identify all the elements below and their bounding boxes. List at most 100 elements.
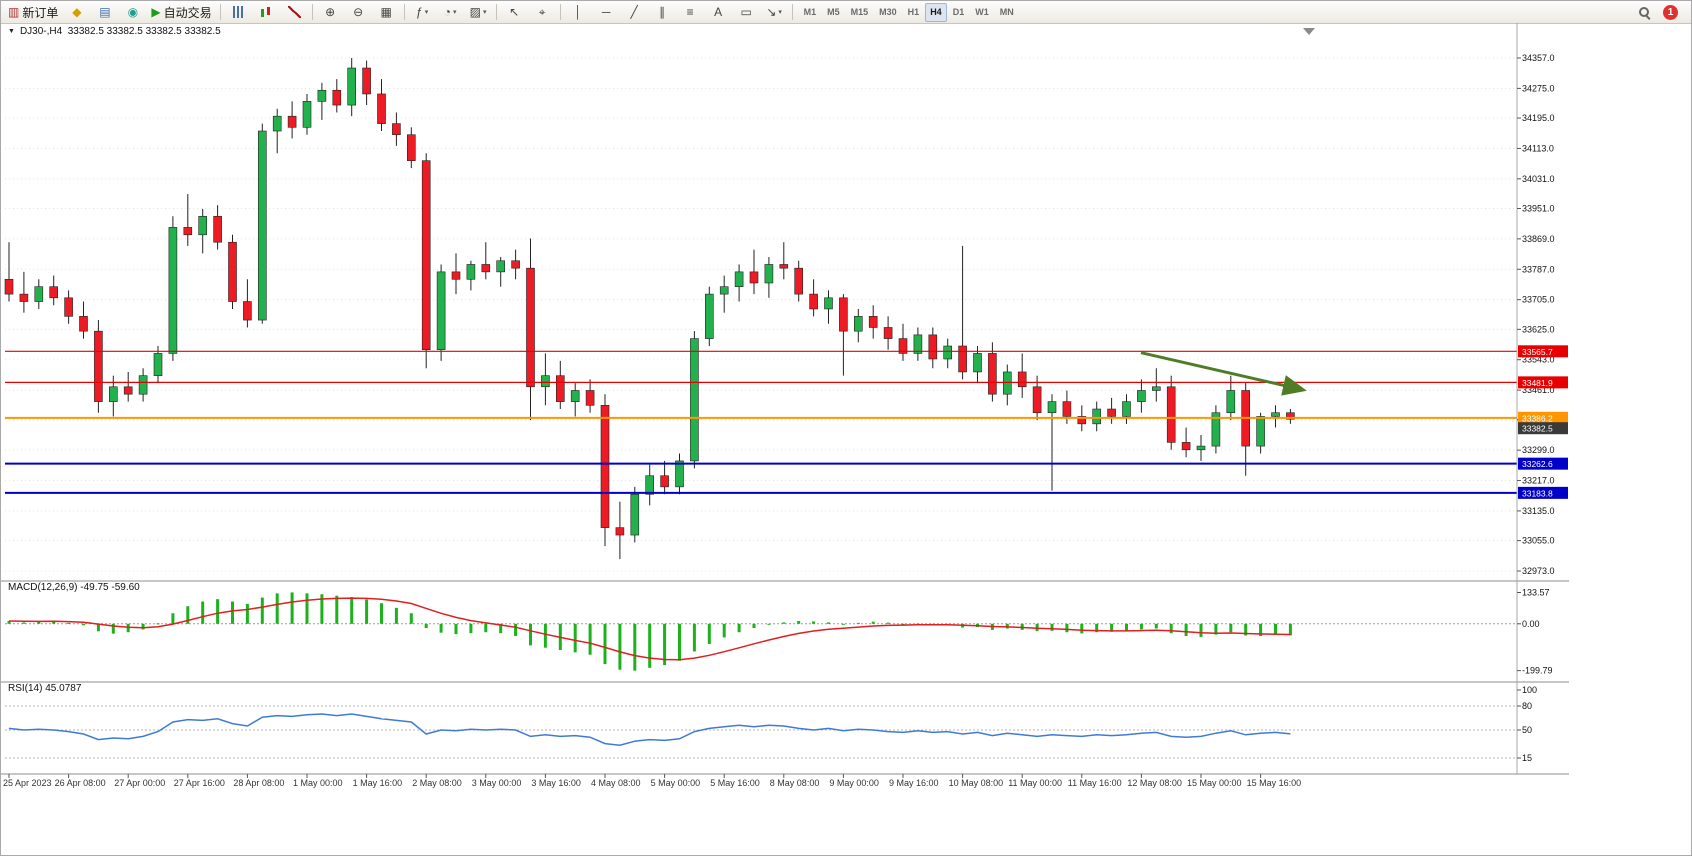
bar-chart-button[interactable] — [225, 2, 252, 23]
cursor-icon: ↖ — [509, 5, 520, 19]
svg-text:34357.0: 34357.0 — [1522, 53, 1555, 63]
arrows-button[interactable]: ↘ ▾ — [761, 2, 788, 23]
bar-chart-icon — [232, 6, 244, 18]
new-chart-button[interactable]: ◆ — [63, 2, 90, 23]
templates-button[interactable]: ▨ ▾ — [465, 2, 492, 23]
tile-windows-icon: ▦ — [380, 5, 392, 19]
tf-m30-button[interactable]: M30 — [879, 7, 897, 17]
vertical-line-button[interactable]: │ — [565, 2, 592, 23]
notification-badge[interactable]: 1 — [1663, 4, 1678, 20]
tf-m15-button[interactable]: M15 — [850, 7, 869, 17]
svg-text:15 May 16:00: 15 May 16:00 — [1247, 778, 1302, 788]
svg-text:15 May 00:00: 15 May 00:00 — [1187, 778, 1242, 788]
tf-d1-button[interactable]: D1 — [952, 7, 965, 17]
svg-text:3 May 00:00: 3 May 00:00 — [472, 778, 522, 788]
svg-text:4 May 08:00: 4 May 08:00 — [591, 778, 641, 788]
svg-text:5 May 16:00: 5 May 16:00 — [710, 778, 760, 788]
channel-button[interactable]: ∥ — [649, 2, 676, 23]
crosshair-icon: ⌖ — [538, 5, 546, 19]
shift-marker-icon — [1303, 28, 1315, 35]
tf-w1-button[interactable]: W1 — [975, 7, 989, 17]
svg-text:8 May 08:00: 8 May 08:00 — [770, 778, 820, 788]
timeframe-group: M1 M5 M15 M30 H1 H4 D1 W1 MN — [799, 2, 1019, 22]
zoom-out-button[interactable]: ⊖ — [345, 2, 372, 23]
svg-text:33183.8: 33183.8 — [1522, 488, 1553, 498]
search-button[interactable] — [1631, 2, 1658, 23]
svg-text:27 Apr 00:00: 27 Apr 00:00 — [114, 778, 165, 788]
cursor-button[interactable]: ↖ — [501, 2, 528, 23]
svg-text:34031.0: 34031.0 — [1522, 174, 1555, 184]
current-price-tag — [1518, 422, 1568, 435]
svg-text:15: 15 — [1522, 753, 1532, 763]
svg-text:-199.79: -199.79 — [1522, 666, 1553, 676]
new-order-button[interactable]: ▥ 新订单 — [4, 2, 62, 23]
new-chart-icon: ◆ — [72, 5, 82, 19]
indicators-button[interactable]: ƒ ▾ — [409, 2, 436, 23]
svg-text:34113.0: 34113.0 — [1522, 143, 1554, 153]
svg-text:33869.0: 33869.0 — [1522, 234, 1555, 244]
tf-h4-button[interactable]: H4 — [925, 2, 947, 22]
tf-mn-button[interactable]: MN — [999, 7, 1014, 17]
svg-text:33625.0: 33625.0 — [1522, 324, 1555, 334]
toolbar-separator — [495, 4, 497, 20]
periods-icon: ◔ — [443, 5, 451, 19]
svg-text:28 Apr 08:00: 28 Apr 08:00 — [233, 778, 284, 788]
dropdown-arrow-icon: ▾ — [452, 9, 457, 16]
svg-text:11 May 00:00: 11 May 00:00 — [1008, 778, 1062, 788]
svg-text:11 May 16:00: 11 May 16:00 — [1068, 778, 1122, 788]
horizontal-line-button[interactable]: ─ — [593, 2, 620, 23]
svg-text:33705.0: 33705.0 — [1522, 295, 1555, 305]
text-button[interactable]: A — [705, 2, 732, 23]
svg-text:3 May 16:00: 3 May 16:00 — [531, 778, 581, 788]
svg-text:9 May 16:00: 9 May 16:00 — [889, 778, 939, 788]
trendline-icon: ╱ — [630, 5, 638, 19]
trendline-button[interactable]: ╱ — [621, 2, 648, 23]
svg-text:26 Apr 08:00: 26 Apr 08:00 — [55, 778, 106, 788]
price-tag — [1518, 411, 1568, 424]
svg-text:33055.0: 33055.0 — [1522, 536, 1555, 546]
tf-m1-button[interactable]: M1 — [803, 7, 817, 17]
periods-button[interactable]: ◔ ▾ — [437, 2, 464, 23]
crosshair-button[interactable]: ⌖ — [529, 2, 556, 23]
data-window-icon: ◉ — [127, 5, 139, 19]
profiles-icon: ▤ — [99, 5, 111, 19]
svg-text:32973.0: 32973.0 — [1522, 566, 1555, 576]
zoom-in-button[interactable]: ⊕ — [317, 2, 344, 23]
dropdown-arrow-icon: ▾ — [778, 9, 782, 16]
svg-text:0.00: 0.00 — [1522, 619, 1540, 629]
svg-text:25 Apr 2023: 25 Apr 2023 — [3, 778, 52, 788]
fibonacci-button[interactable]: ≡ — [677, 2, 704, 23]
dropdown-arrow-icon: ▾ — [424, 9, 429, 16]
svg-text:34195.0: 34195.0 — [1522, 113, 1555, 123]
text-icon: A — [714, 5, 723, 19]
toolbar: ▥ 新订单 ◆ ▤ ◉ ▶ 自动交易 ⊕ ⊖ ▦ ƒ ▾ ◔ ▾ ▨ ▾ ↖ ⌖ │ ─ ╱ ∥ ≡ A ▭ ↘ ▾ M1 M5 M15 M… — [1, 1, 1691, 24]
tile-windows-button[interactable]: ▦ — [373, 2, 400, 23]
candlestick-chart-button[interactable] — [253, 2, 280, 23]
auto-trading-label: 自动交易 — [163, 5, 212, 20]
price-tag — [1518, 376, 1568, 389]
horizontal-line-icon: ─ — [601, 5, 611, 19]
chart-canvas[interactable]: 34357.0 34275.0 34195.0 34113.0 34031.0 33951… — [1, 23, 1692, 856]
svg-text:33262.6: 33262.6 — [1522, 459, 1553, 469]
zoom-out-icon: ⊖ — [353, 5, 364, 19]
profiles-button[interactable]: ▤ — [91, 2, 118, 23]
zoom-in-icon: ⊕ — [325, 5, 336, 19]
svg-text:34275.0: 34275.0 — [1522, 83, 1555, 93]
label-button[interactable]: ▭ — [733, 2, 760, 23]
toolbar-separator — [403, 4, 405, 20]
data-window-button[interactable]: ◉ — [119, 2, 146, 23]
fibonacci-icon: ≡ — [686, 5, 694, 19]
toolbar-separator — [219, 4, 221, 20]
svg-text:100: 100 — [1522, 685, 1537, 695]
new-order-label: 新订单 — [22, 5, 59, 20]
svg-text:5 May 00:00: 5 May 00:00 — [651, 778, 701, 788]
tf-m5-button[interactable]: M5 — [827, 7, 840, 17]
vertical-line-icon: │ — [574, 5, 582, 19]
line-chart-icon — [287, 6, 301, 18]
auto-trading-button[interactable]: ▶ 自动交易 — [147, 2, 215, 23]
line-chart-button[interactable] — [281, 2, 308, 23]
tf-h1-button[interactable]: H1 — [907, 7, 920, 17]
svg-text:9 May 00:00: 9 May 00:00 — [829, 778, 879, 788]
svg-text:80: 80 — [1522, 701, 1532, 711]
price-tag — [1518, 345, 1568, 358]
